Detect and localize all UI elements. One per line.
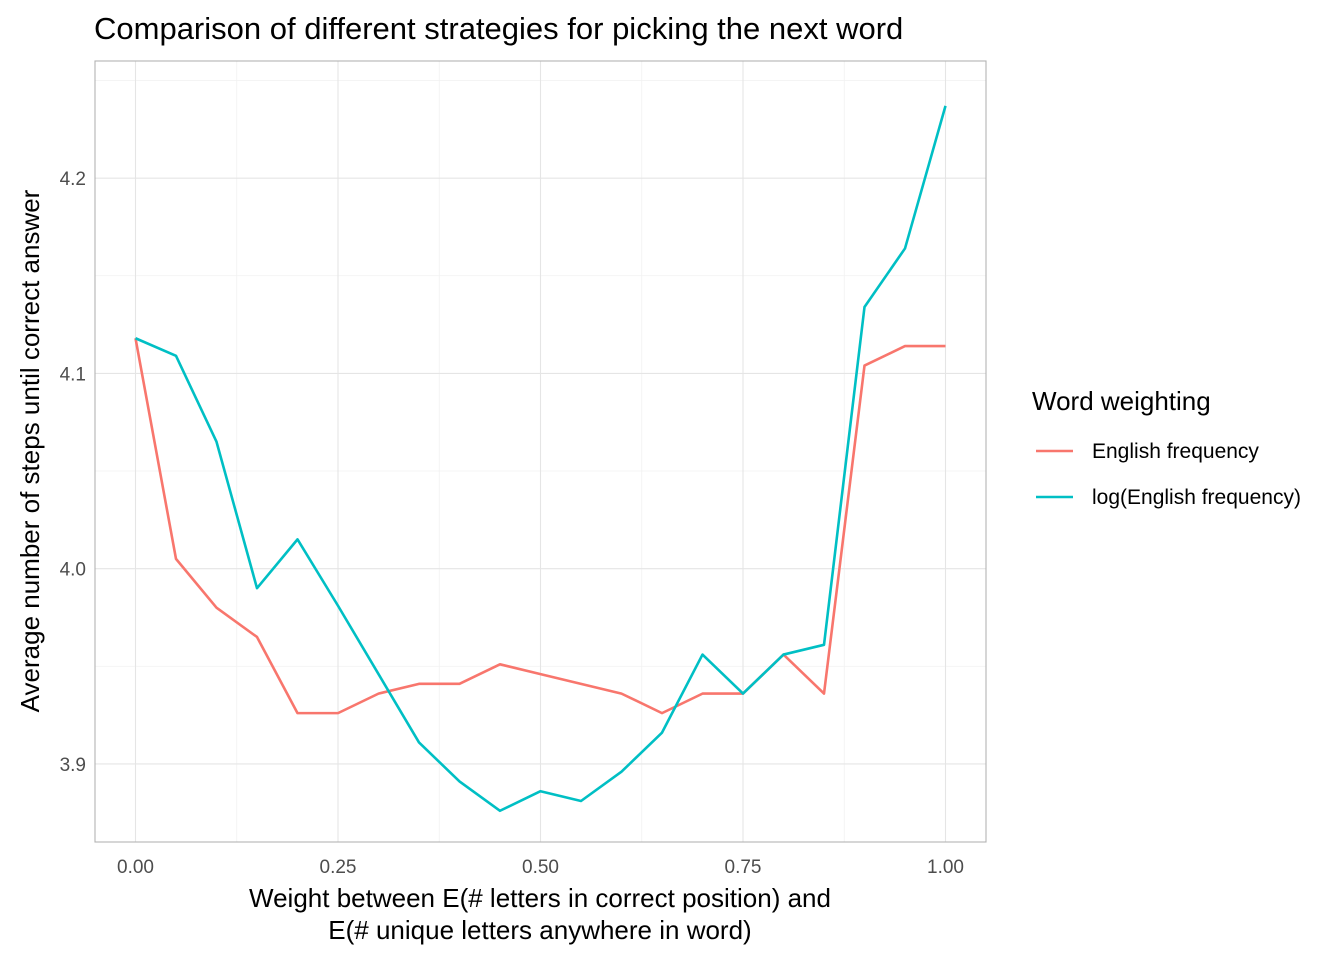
x-axis-ticks: 0.00 0.25 0.50 0.75 1.00 xyxy=(117,857,964,878)
y-tick-label: 4.0 xyxy=(60,560,86,581)
x-axis-label-line-2: E(# unique letters anywhere in word) xyxy=(328,915,751,945)
x-tick-label: 0.25 xyxy=(320,857,357,878)
x-tick-label: 0.75 xyxy=(725,857,762,878)
x-tick-label: 0.50 xyxy=(522,857,559,878)
y-tick-label: 4.2 xyxy=(60,169,86,190)
grid xyxy=(95,61,986,842)
series-line-log-english-frequency xyxy=(134,105,947,813)
x-tick-label: 1.00 xyxy=(927,857,964,878)
legend: Word weighting English frequency log(Engl… xyxy=(1032,386,1301,509)
legend-label: log(English frequency) xyxy=(1092,486,1301,509)
legend-title: Word weighting xyxy=(1032,386,1211,416)
y-tick-label: 3.9 xyxy=(60,755,86,776)
series-line-english-frequency xyxy=(134,338,946,715)
x-axis-label-line-1: Weight between E(# letters in correct po… xyxy=(249,883,831,913)
chart-title: Comparison of different strategies for p… xyxy=(94,11,903,46)
legend-items: English frequency log(English frequency) xyxy=(1036,440,1301,509)
series-lines xyxy=(134,105,947,813)
y-tick-label: 4.1 xyxy=(60,364,86,385)
plot-panel xyxy=(94,60,987,843)
legend-label: English frequency xyxy=(1092,440,1259,463)
y-axis-label: Average number of steps until correct an… xyxy=(15,189,45,712)
y-axis-ticks: 3.9 4.0 4.1 4.2 xyxy=(60,169,86,776)
x-tick-label: 0.00 xyxy=(117,857,154,878)
